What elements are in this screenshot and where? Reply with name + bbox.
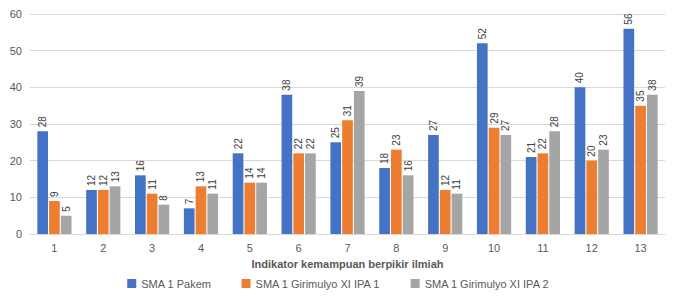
svg-text:10: 10 <box>488 242 500 254</box>
svg-text:2: 2 <box>100 242 106 254</box>
svg-text:60: 60 <box>10 8 22 20</box>
svg-text:12: 12 <box>440 174 451 186</box>
svg-text:56: 56 <box>623 13 634 25</box>
svg-text:13: 13 <box>195 171 206 183</box>
svg-text:8: 8 <box>393 242 399 254</box>
svg-text:8: 8 <box>158 195 169 201</box>
svg-text:13: 13 <box>110 171 121 183</box>
svg-text:5: 5 <box>61 206 72 212</box>
svg-text:40: 40 <box>574 72 585 84</box>
svg-text:38: 38 <box>647 79 658 91</box>
svg-text:12: 12 <box>86 174 97 186</box>
svg-text:7: 7 <box>344 242 350 254</box>
svg-text:18: 18 <box>379 152 390 164</box>
svg-text:23: 23 <box>598 134 609 146</box>
svg-text:22: 22 <box>537 138 548 150</box>
svg-text:40: 40 <box>10 81 22 93</box>
svg-text:SMA 1 Girimulyo XI IPA 2: SMA 1 Girimulyo XI IPA 2 <box>425 278 549 290</box>
svg-text:25: 25 <box>330 127 341 139</box>
svg-text:4: 4 <box>198 242 204 254</box>
svg-text:3: 3 <box>149 242 155 254</box>
svg-text:27: 27 <box>428 119 439 131</box>
svg-text:0: 0 <box>16 228 22 240</box>
svg-text:50: 50 <box>10 45 22 57</box>
svg-text:38: 38 <box>281 79 292 91</box>
svg-text:12: 12 <box>98 174 109 186</box>
svg-text:13: 13 <box>634 242 646 254</box>
svg-text:35: 35 <box>635 90 646 102</box>
svg-text:9: 9 <box>442 242 448 254</box>
svg-text:20: 20 <box>586 145 597 157</box>
svg-text:22: 22 <box>293 138 304 150</box>
svg-text:28: 28 <box>549 116 560 128</box>
svg-text:1: 1 <box>51 242 57 254</box>
svg-text:11: 11 <box>451 179 462 190</box>
svg-text:Indikator kemampuan berpikir i: Indikator kemampuan berpikir ilmiah <box>252 258 444 270</box>
svg-text:28: 28 <box>37 116 48 128</box>
svg-text:23: 23 <box>391 134 402 146</box>
svg-text:14: 14 <box>256 167 267 179</box>
svg-text:22: 22 <box>305 138 316 150</box>
svg-text:SMA 1 Pakem: SMA 1 Pakem <box>141 278 211 290</box>
svg-text:20: 20 <box>10 155 22 167</box>
svg-text:14: 14 <box>244 167 255 179</box>
svg-text:27: 27 <box>500 119 511 131</box>
svg-text:6: 6 <box>296 242 302 254</box>
svg-text:16: 16 <box>403 160 414 172</box>
svg-text:12: 12 <box>586 242 598 254</box>
svg-text:22: 22 <box>233 138 244 150</box>
svg-text:5: 5 <box>247 242 253 254</box>
svg-text:11: 11 <box>537 242 548 254</box>
svg-text:31: 31 <box>342 105 353 117</box>
svg-text:SMA 1 Girimulyo XI IPA 1: SMA 1 Girimulyo XI IPA 1 <box>256 278 380 290</box>
svg-text:9: 9 <box>49 191 60 197</box>
svg-text:30: 30 <box>10 118 22 130</box>
svg-text:16: 16 <box>135 160 146 172</box>
svg-text:11: 11 <box>147 179 158 190</box>
svg-text:7: 7 <box>184 198 195 204</box>
svg-text:39: 39 <box>354 75 365 87</box>
svg-text:52: 52 <box>477 28 488 40</box>
svg-text:29: 29 <box>489 112 500 124</box>
svg-text:10: 10 <box>10 191 22 203</box>
svg-text:11: 11 <box>207 179 218 190</box>
svg-text:21: 21 <box>526 141 537 153</box>
